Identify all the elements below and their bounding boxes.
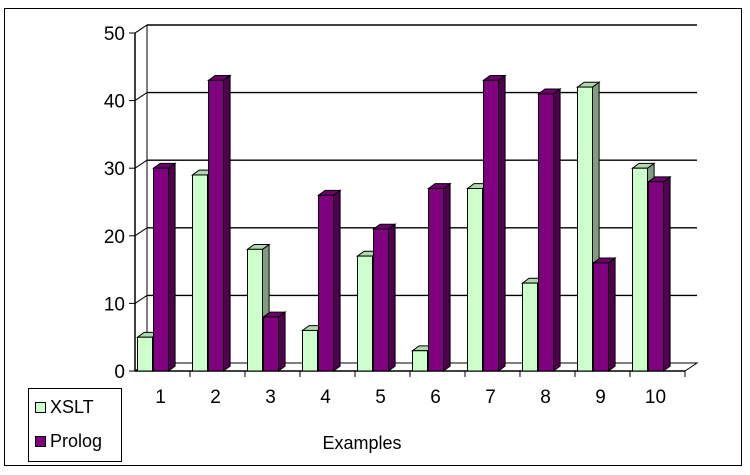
bar-front <box>632 167 648 372</box>
bar <box>646 175 672 372</box>
bar <box>536 88 562 372</box>
bar-side <box>443 182 451 372</box>
x-tick-label: 5 <box>375 387 386 408</box>
bar-front <box>247 248 263 372</box>
bar-front <box>208 79 224 372</box>
legend-swatch-prolog <box>35 436 46 447</box>
legend-label-xslt: XSLT <box>50 397 94 417</box>
bar-side <box>223 74 231 372</box>
x-tick-label: 9 <box>595 387 606 408</box>
bars <box>135 74 672 372</box>
bar-front <box>467 187 483 372</box>
x-tick-label: 4 <box>320 387 331 408</box>
bar-front <box>483 79 499 372</box>
bar-front <box>373 228 389 372</box>
bar-front <box>412 350 428 372</box>
legend-swatch-xslt <box>35 402 46 413</box>
grid-diagonal <box>134 294 148 304</box>
bar <box>261 311 287 372</box>
grid-diagonal <box>134 92 148 102</box>
left-wall <box>134 24 148 372</box>
y-tick-label: 20 <box>104 227 125 248</box>
bar-front <box>593 262 609 372</box>
bar <box>591 257 617 372</box>
bar-front <box>263 316 279 372</box>
grid-diagonal <box>134 227 148 237</box>
bar-front <box>577 86 593 372</box>
y-tick-label: 50 <box>104 24 125 45</box>
bar <box>206 74 232 372</box>
bar <box>426 182 452 372</box>
x-tick-labels: 1 2 3 4 5 6 7 8 9 10 <box>155 387 666 408</box>
bar-front <box>137 336 153 372</box>
x-tick-label: 1 <box>155 387 166 408</box>
bar-side <box>388 223 396 372</box>
bar-front <box>522 282 538 372</box>
bar-front <box>302 329 318 372</box>
x-tick-label: 6 <box>430 387 441 408</box>
legend-item-prolog: Prolog <box>35 431 102 452</box>
y-tick-label: 10 <box>104 294 125 315</box>
bar-side <box>608 257 616 372</box>
y-tick-labels: 0 10 20 30 40 50 <box>104 24 125 383</box>
bar-front <box>192 174 208 372</box>
y-tick-label: 0 <box>114 362 125 383</box>
grid-diagonal <box>134 24 148 34</box>
y-tick-label: 30 <box>104 159 125 180</box>
bar-front <box>357 255 373 372</box>
grid-diagonal <box>134 159 148 169</box>
x-axis-title: Examples <box>322 433 401 453</box>
bar-side <box>553 88 561 372</box>
bar-side <box>663 175 671 372</box>
legend-label-prolog: Prolog <box>50 431 103 451</box>
bar <box>481 74 507 372</box>
bar <box>316 189 342 372</box>
bar-side <box>498 74 506 372</box>
x-tick-label: 10 <box>645 387 666 408</box>
bar <box>151 162 177 372</box>
bar-side <box>333 189 341 372</box>
x-tick-label: 8 <box>540 387 551 408</box>
y-tick-label: 40 <box>104 92 125 113</box>
bar <box>371 223 397 372</box>
x-tick-label: 3 <box>265 387 276 408</box>
legend-item-xslt: XSLT <box>35 397 94 418</box>
legend: XSLT Prolog <box>28 388 122 462</box>
bar-front <box>318 194 334 372</box>
x-tick-label: 7 <box>485 387 496 408</box>
bar-front <box>648 181 664 372</box>
bar-front <box>538 93 554 372</box>
x-tick-label: 2 <box>210 387 221 408</box>
bar-front <box>153 167 169 372</box>
bar-side <box>278 311 286 372</box>
bar-side <box>168 162 176 372</box>
bar-front <box>428 187 444 372</box>
